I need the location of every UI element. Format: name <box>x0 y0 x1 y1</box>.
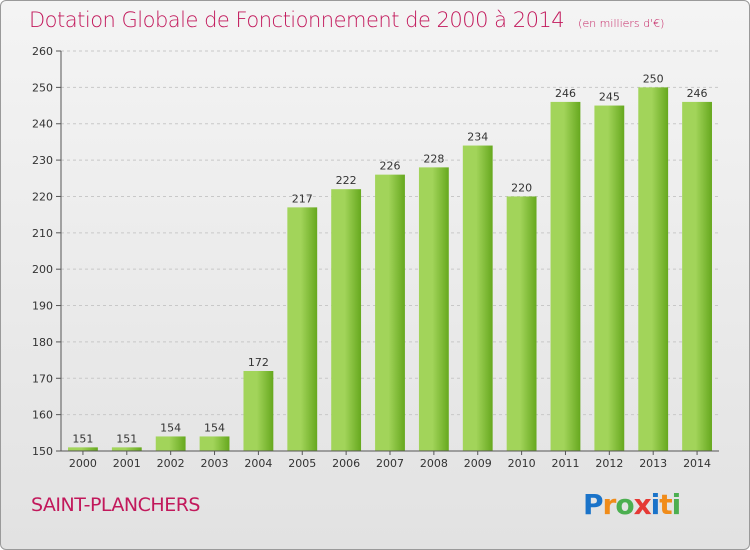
proxiti-logo: Proxiti <box>583 488 682 521</box>
bar-2009 <box>462 145 493 451</box>
y-tick-label: 230 <box>32 154 53 167</box>
bar-2014 <box>682 101 712 451</box>
logo-letter: x <box>633 488 652 521</box>
chart-unit: (en milliers d'€) <box>578 17 665 30</box>
x-tick-label: 2004 <box>244 457 272 470</box>
y-tick-label: 250 <box>32 81 53 94</box>
bar-2007 <box>375 174 405 452</box>
bar-2004 <box>243 371 274 451</box>
x-tick-label: 2010 <box>508 457 536 470</box>
commune-name: SAINT-PLANCHERS <box>31 494 200 516</box>
logo-letter: t <box>659 488 672 521</box>
x-tick-label: 2013 <box>639 457 667 470</box>
y-tick-label: 260 <box>32 45 53 58</box>
data-label: 246 <box>555 87 576 100</box>
x-tick-label: 2008 <box>420 457 448 470</box>
y-tick-label: 220 <box>32 190 53 203</box>
y-tick-label: 210 <box>32 227 53 240</box>
data-label: 151 <box>72 432 93 445</box>
logo-letter: P <box>583 488 604 521</box>
x-tick-label: 2012 <box>595 457 623 470</box>
y-tick-label: 240 <box>32 118 53 131</box>
bar-2000 <box>68 447 98 451</box>
y-tick-label: 150 <box>32 445 53 458</box>
bar-2005 <box>287 207 318 451</box>
bar-2008 <box>418 167 449 451</box>
y-tick-label: 200 <box>32 263 53 276</box>
data-label: 217 <box>292 192 313 205</box>
data-label: 172 <box>248 356 269 369</box>
y-tick-label: 160 <box>32 409 53 422</box>
bar-2013 <box>638 87 669 451</box>
x-tick-label: 2014 <box>683 457 711 470</box>
chart-title-text: Dotation Globale de Fonctionnement de 20… <box>29 8 565 32</box>
y-tick-label: 180 <box>32 336 53 349</box>
data-label: 250 <box>643 72 664 85</box>
bar-2006 <box>331 189 362 451</box>
data-label: 228 <box>423 152 444 165</box>
x-tick-label: 2001 <box>113 457 141 470</box>
logo-letter: o <box>615 488 634 521</box>
bar-2012 <box>594 105 625 451</box>
data-label: 234 <box>467 131 488 144</box>
bar-2003 <box>199 436 230 451</box>
y-tick-label: 190 <box>32 300 53 313</box>
data-label: 226 <box>380 160 401 173</box>
data-label: 246 <box>687 87 708 100</box>
bar-2002 <box>155 436 186 451</box>
y-tick-label: 170 <box>32 372 53 385</box>
bar-2010 <box>506 196 537 451</box>
logo-letter: i <box>650 488 661 521</box>
x-tick-label: 2000 <box>69 457 97 470</box>
data-label: 151 <box>116 432 137 445</box>
logo-letter: r <box>602 488 617 521</box>
x-tick-label: 2006 <box>332 457 360 470</box>
bar-2011 <box>550 101 581 451</box>
x-tick-label: 2007 <box>376 457 404 470</box>
x-tick-label: 2002 <box>157 457 185 470</box>
x-tick-label: 2011 <box>551 457 579 470</box>
data-label: 245 <box>599 91 620 104</box>
data-label: 220 <box>511 181 532 194</box>
x-tick-label: 2005 <box>288 457 316 470</box>
data-label: 154 <box>204 421 225 434</box>
data-label: 154 <box>160 421 181 434</box>
data-label: 222 <box>336 174 357 187</box>
x-tick-label: 2003 <box>201 457 229 470</box>
logo-letter: i <box>671 488 682 521</box>
x-tick-label: 2009 <box>464 457 492 470</box>
bar-2001 <box>111 447 142 451</box>
chart-title: Dotation Globale de Fonctionnement de 20… <box>29 8 664 32</box>
